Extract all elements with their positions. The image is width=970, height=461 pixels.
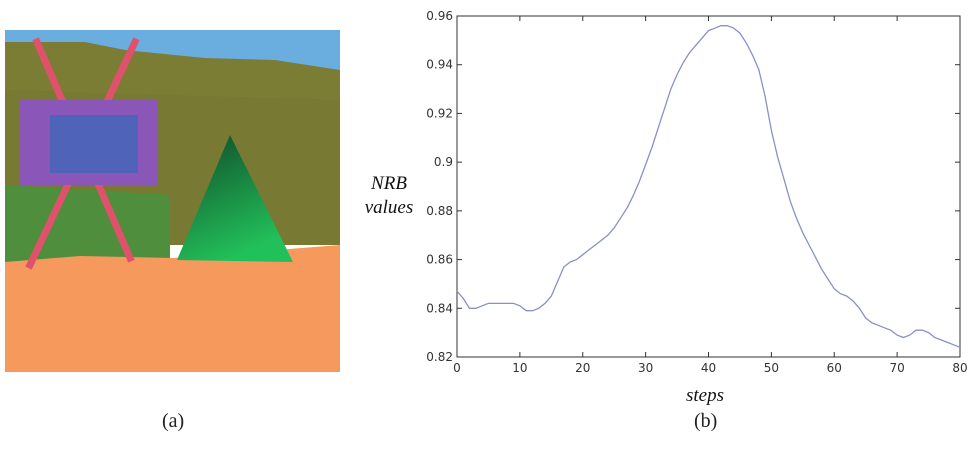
- caption-a: (a): [162, 410, 185, 432]
- y-tick-label: 0.82: [426, 350, 453, 364]
- x-tick-label: 60: [827, 361, 842, 375]
- grass-strip: [5, 185, 170, 262]
- y-tick-label: 0.94: [426, 58, 453, 72]
- x-tick-label: 80: [952, 361, 967, 375]
- y-ticks: 0.82 0.84 0.86 0.88 0.9 0.92 0.94 0.96: [426, 9, 960, 364]
- y-tick-label: 0.84: [426, 301, 453, 315]
- y-tick-label: 0.92: [426, 106, 453, 120]
- y-axis-label: NRB values: [355, 172, 423, 220]
- y-tick-label: 0.88: [426, 204, 453, 218]
- series-layer: [456, 25, 961, 348]
- x-tick-label: 20: [575, 361, 590, 375]
- y-axis-label-line-1: NRB: [371, 173, 407, 194]
- y-axis-label-line-2: values: [364, 197, 414, 218]
- y-tick-label: 0.86: [426, 253, 453, 267]
- x-tick-label: 40: [701, 361, 716, 375]
- x-tick-label: 50: [764, 361, 779, 375]
- caption-b: (b): [694, 410, 718, 432]
- x-tick-label: 70: [889, 361, 904, 375]
- series-line-nrb: [456, 25, 961, 348]
- x-tick-label: 10: [512, 361, 527, 375]
- x-ticks: 0 10 20 30 40 50 60 70 80: [453, 16, 968, 375]
- plot-border: [456, 15, 961, 358]
- y-tick-label: 0.96: [426, 9, 453, 23]
- billboard-screen: [50, 115, 138, 173]
- x-tick-label: 0: [453, 361, 461, 375]
- ground: [5, 245, 340, 372]
- x-tick-label: 30: [638, 361, 653, 375]
- plot-frame: [456, 15, 961, 358]
- x-axis-label: steps: [686, 385, 724, 406]
- green-cone: [177, 135, 293, 262]
- y-tick-label: 0.9: [434, 155, 453, 169]
- scene-image: [5, 30, 340, 372]
